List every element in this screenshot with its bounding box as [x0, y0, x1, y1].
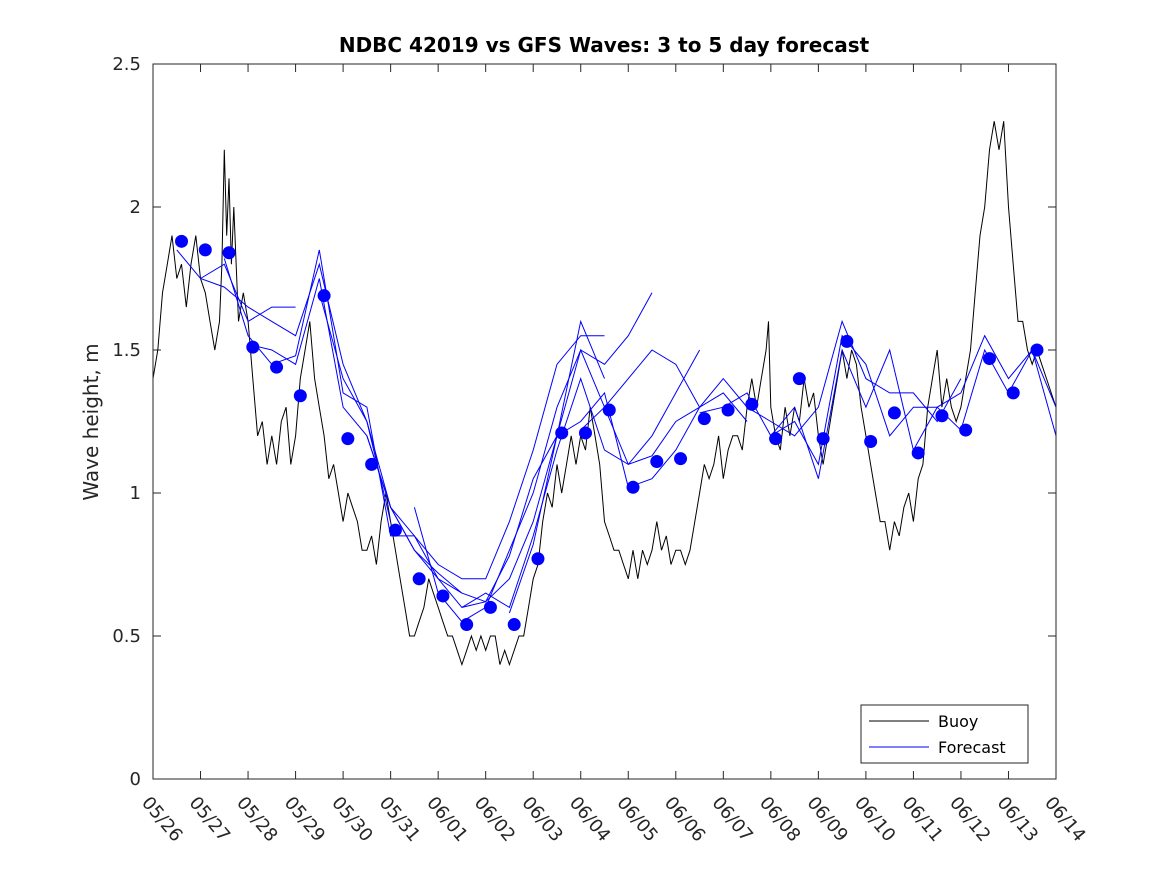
forecast-line — [699, 334, 1056, 466]
series-layer — [153, 121, 1056, 667]
forecast-marker — [293, 389, 307, 403]
forecast-marker — [460, 618, 474, 632]
forecast-marker — [412, 572, 426, 586]
forecast-marker — [745, 397, 759, 411]
y-tick-label: 1.5 — [112, 340, 141, 361]
legend-forecast-label: Forecast — [938, 738, 1006, 757]
y-axis-label: Wave height, m — [79, 343, 103, 500]
forecast-marker — [982, 352, 996, 366]
y-tick-label: 1 — [130, 483, 141, 504]
forecast-marker — [1006, 386, 1020, 400]
forecast-marker — [175, 234, 189, 248]
forecast-marker — [198, 243, 212, 257]
legend-buoy-label: Buoy — [938, 712, 978, 731]
forecast-marker — [365, 457, 379, 471]
y-tick-label: 2.5 — [112, 54, 141, 75]
forecast-marker — [555, 426, 569, 440]
forecast-marker — [626, 480, 640, 494]
forecast-marker — [578, 426, 592, 440]
forecast-marker — [911, 446, 925, 460]
legend: Buoy Forecast — [860, 704, 1029, 764]
forecast-marker — [816, 432, 830, 446]
forecast-marker — [840, 334, 854, 348]
forecast-marker — [792, 372, 806, 386]
forecast-line — [176, 249, 392, 522]
forecast-line — [247, 278, 605, 608]
chart-title: NDBC 42019 vs GFS Waves: 3 to 5 day fore… — [339, 33, 870, 57]
y-tick-label: 2 — [130, 197, 141, 218]
plot-area — [153, 64, 1056, 779]
y-tick-label: 0 — [130, 769, 141, 790]
forecast-line — [580, 319, 962, 466]
forecast-line — [366, 292, 653, 603]
buoy-line — [153, 121, 1056, 667]
forecast-marker — [935, 409, 949, 423]
forecast-line — [223, 249, 463, 594]
legend-box — [860, 704, 1029, 764]
forecast-marker — [769, 432, 783, 446]
forecast-line — [200, 263, 296, 323]
forecast-line — [461, 349, 701, 609]
y-axis-ticks: 0 0.5 1 1.5 2 2.5 — [112, 54, 1056, 790]
forecast-marker — [1030, 343, 1044, 357]
forecast-marker — [959, 423, 973, 437]
forecast-marker — [317, 289, 331, 303]
forecast-marker — [222, 246, 236, 260]
forecast-marker — [531, 552, 545, 566]
forecast-marker — [721, 403, 735, 417]
forecast-marker — [270, 360, 284, 374]
forecast-marker — [602, 403, 616, 417]
forecast-marker — [341, 432, 355, 446]
plot-frame — [152, 63, 1057, 780]
forecast-marker — [650, 455, 664, 469]
forecast-marker — [388, 523, 402, 537]
forecast-line — [318, 292, 605, 580]
forecast-marker — [246, 340, 260, 354]
forecast-marker — [864, 435, 878, 449]
forecast-marker — [697, 412, 711, 426]
forecast-marker — [483, 600, 497, 614]
forecast-marker — [507, 618, 521, 632]
forecast-marker — [887, 406, 901, 420]
forecast-marker — [436, 589, 450, 603]
forecast-marker — [674, 452, 688, 466]
y-tick-label: 0.5 — [112, 626, 141, 647]
